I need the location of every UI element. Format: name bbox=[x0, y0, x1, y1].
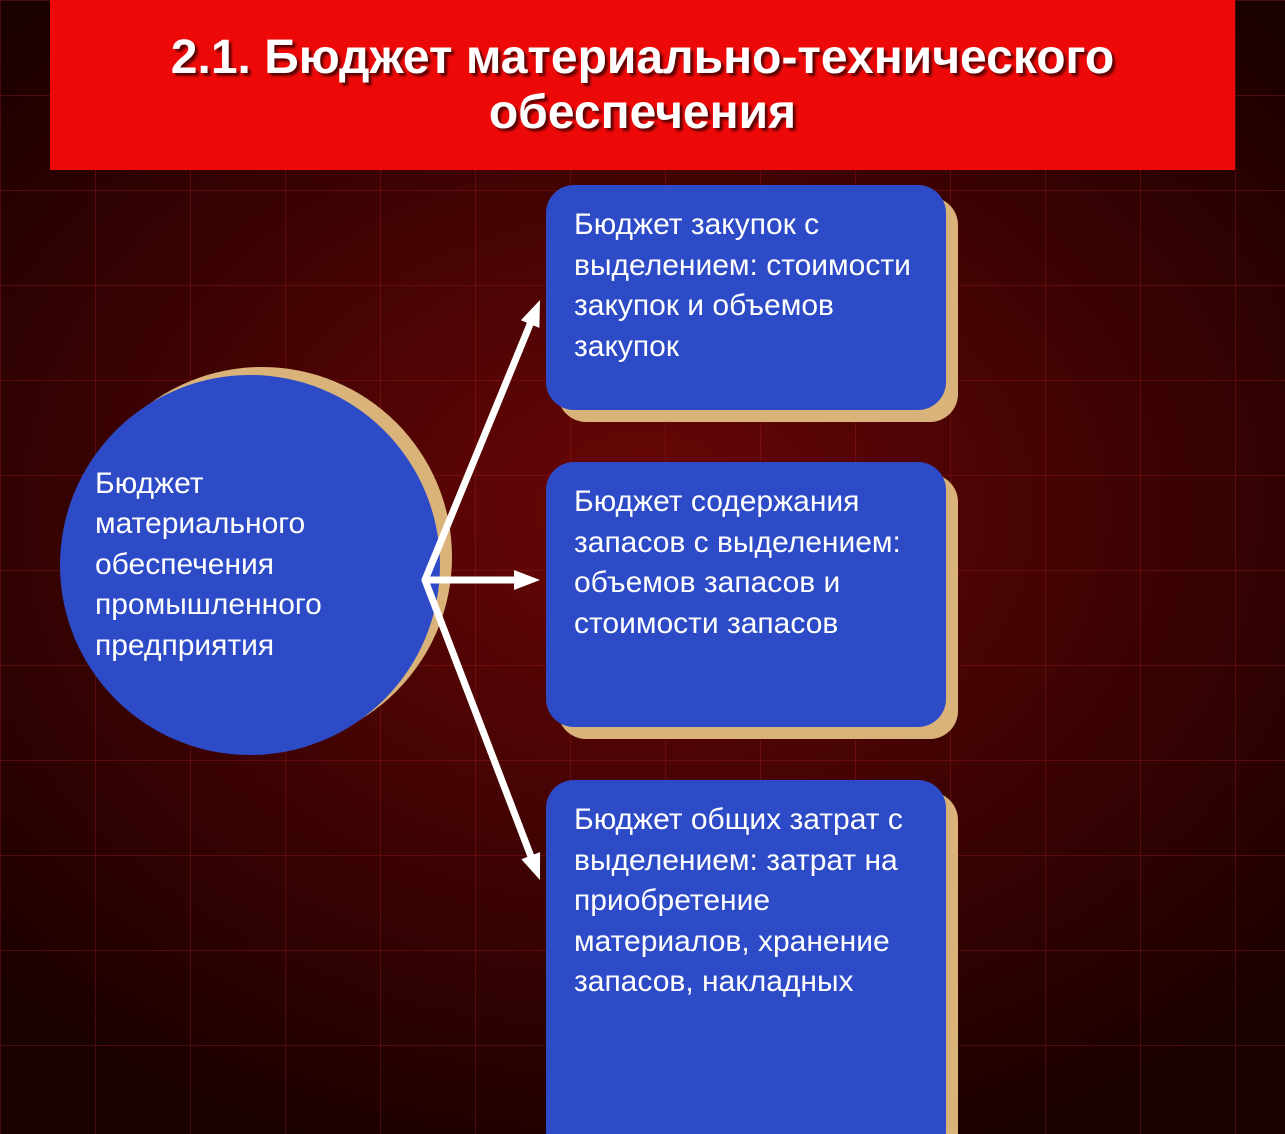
source-circle: Бюджет материального обеспечения промышл… bbox=[60, 375, 440, 755]
box-1: Бюджет закупок с выделением: стоимости з… bbox=[546, 185, 946, 410]
slide-title-bar: 2.1. Бюджет материально-технического обе… bbox=[50, 0, 1235, 170]
source-circle-label: Бюджет материального обеспечения промышл… bbox=[95, 464, 420, 667]
box-3-label: Бюджет общих затрат с выделением: затрат… bbox=[574, 800, 918, 1003]
box-3: Бюджет общих затрат с выделением: затрат… bbox=[546, 780, 946, 1134]
box-2: Бюджет содержания запасов с выделением: … bbox=[546, 462, 946, 727]
box-2-label: Бюджет содержания запасов с выделением: … bbox=[574, 482, 918, 644]
box-1-label: Бюджет закупок с выделением: стоимости з… bbox=[574, 205, 918, 367]
slide-stage: 2.1. Бюджет материально-технического обе… bbox=[0, 0, 1285, 1134]
slide-title: 2.1. Бюджет материально-технического обе… bbox=[90, 30, 1195, 140]
